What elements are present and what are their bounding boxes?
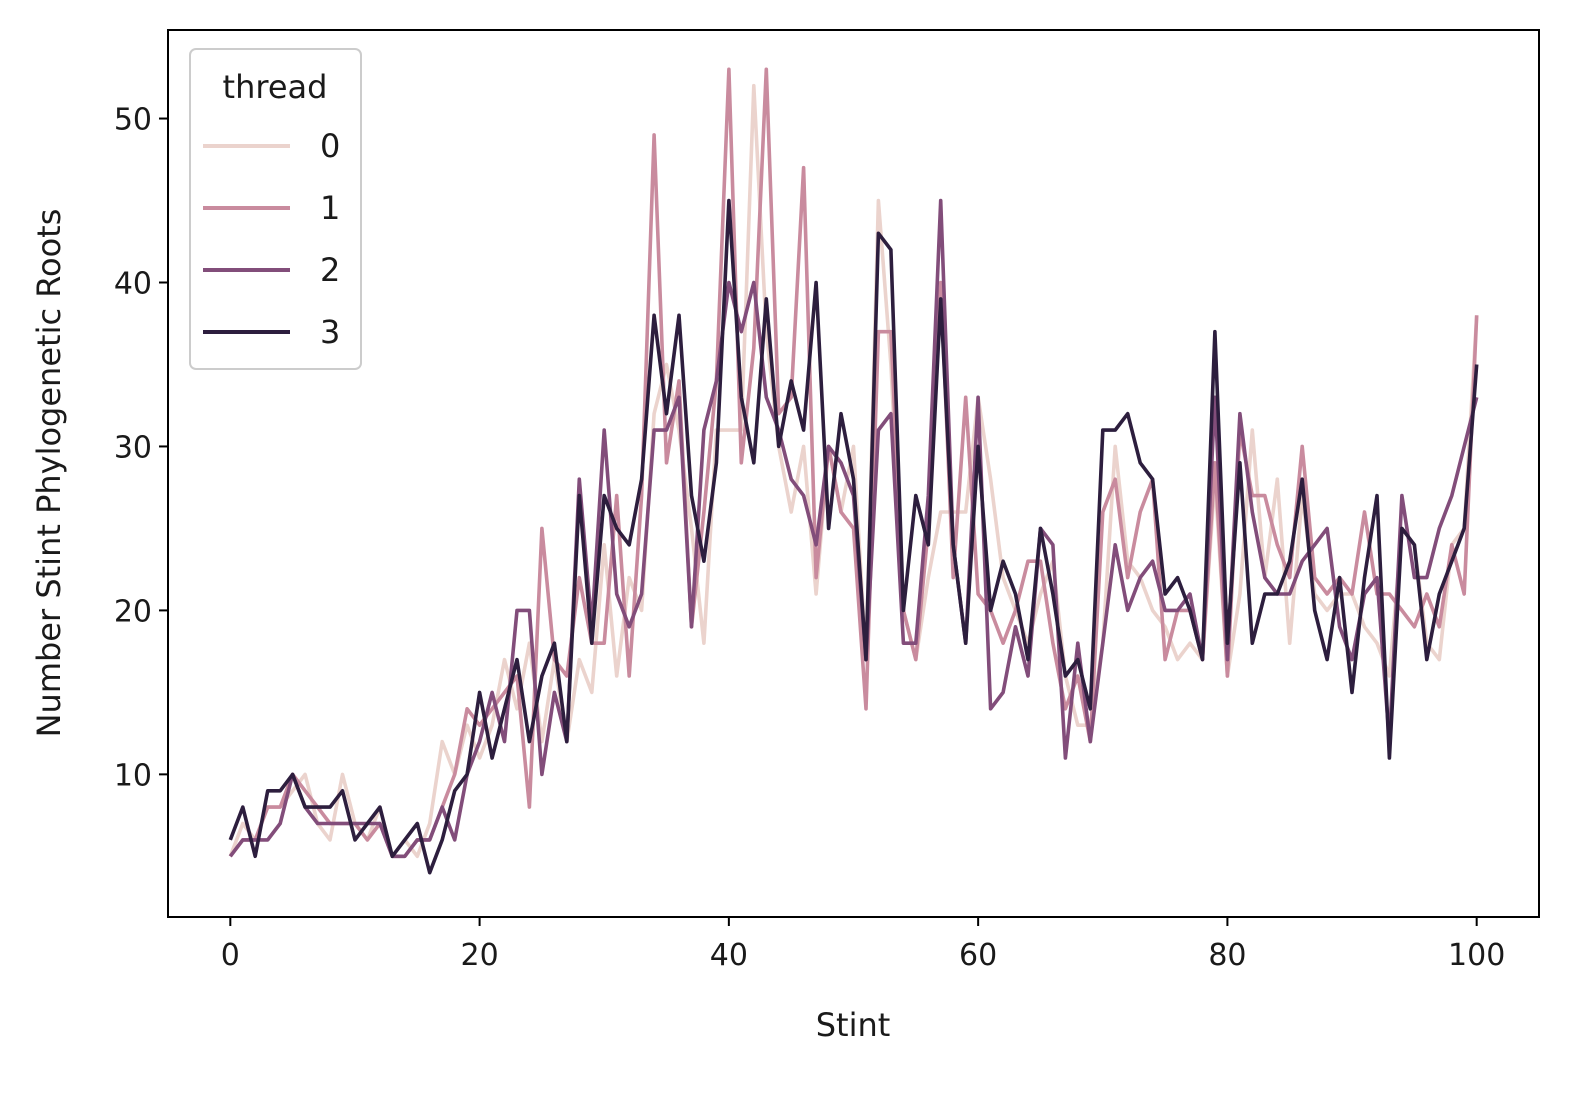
series-layer: [228, 67, 1479, 875]
x-tick-label: 40: [710, 938, 748, 973]
legend-title: thread: [223, 68, 328, 106]
legend: thread 0 1 2 3: [189, 48, 362, 370]
x-tick-label: 60: [959, 938, 997, 973]
series-line-thread-0: [228, 83, 1479, 859]
legend-label-thread-3: 3: [320, 313, 340, 351]
y-tick-label: 40: [114, 266, 152, 301]
y-axis-label: Number Stint Phylogenetic Roots: [30, 209, 68, 738]
y-tick-label: 20: [114, 594, 152, 629]
x-tick-label: 0: [221, 938, 240, 973]
y-tick-label: 50: [114, 103, 152, 138]
legend-label-thread-2: 2: [320, 251, 340, 289]
y-tick-label: 30: [114, 430, 152, 465]
series-line-thread-3: [228, 198, 1479, 875]
legend-label-thread-0: 0: [320, 127, 340, 165]
x-axis-label: Stint: [816, 1006, 891, 1044]
x-tick-label: 100: [1448, 938, 1505, 973]
x-tick-label: 80: [1208, 938, 1246, 973]
legend-label-thread-1: 1: [320, 189, 340, 227]
y-axis: 10 20 30 40 50: [114, 103, 168, 793]
x-axis: 0 20 40 60 80 100: [221, 917, 1505, 973]
plot-frame: [167, 29, 1540, 918]
x-tick-label: 20: [460, 938, 498, 973]
y-tick-label: 10: [114, 758, 152, 793]
